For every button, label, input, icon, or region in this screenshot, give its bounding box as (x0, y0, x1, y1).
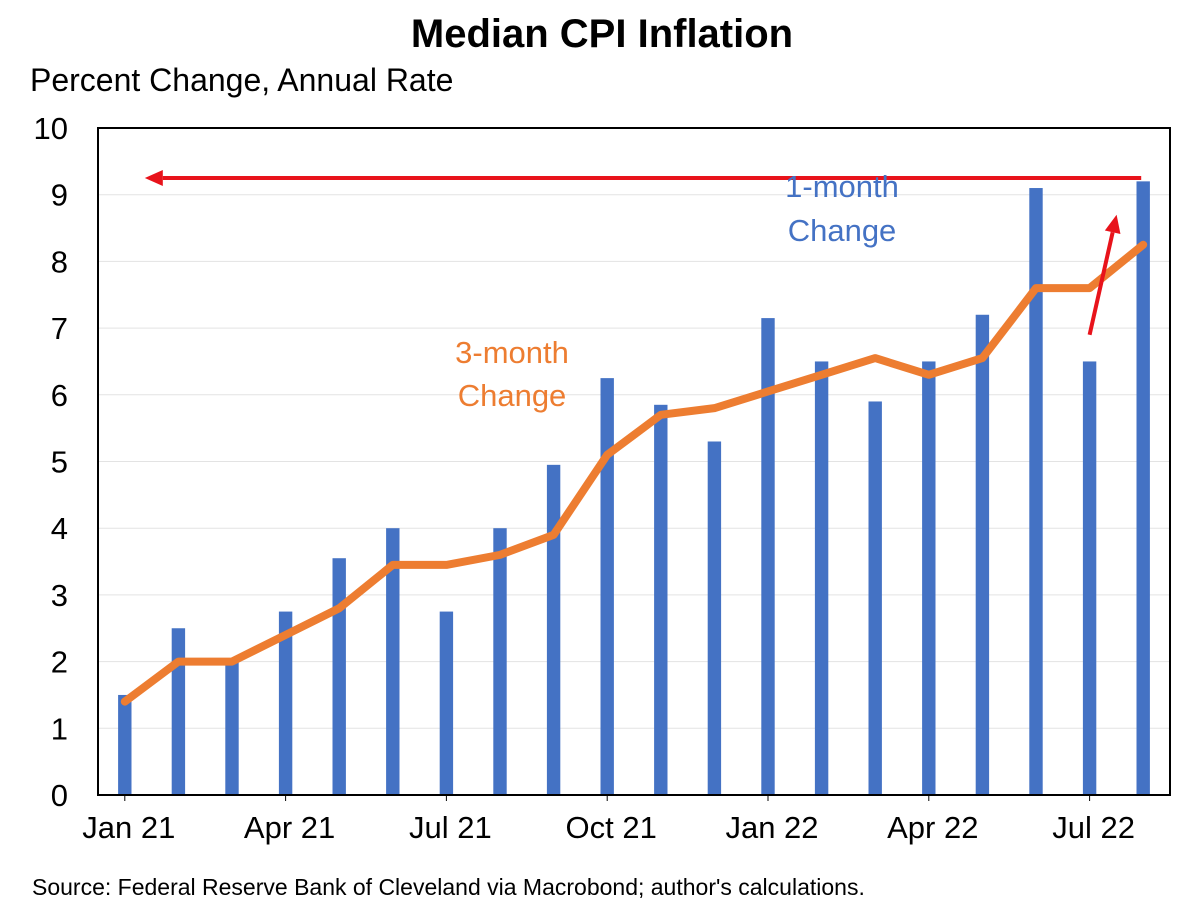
annotation-3-month-label-line2: Change (458, 378, 567, 413)
bar (332, 558, 346, 795)
line-series-3-month (120, 240, 1148, 706)
y-axis-unit-label: Percent Change, Annual Rate (30, 62, 454, 98)
bar (171, 628, 186, 795)
x-tick-label: Jan 22 (725, 810, 818, 845)
x-tick-label: Apr 21 (244, 810, 335, 845)
bar (1029, 188, 1043, 795)
source-note: Source: Federal Reserve Bank of Clevelan… (32, 874, 865, 900)
y-tick-label: 1 (51, 711, 68, 746)
bar (707, 441, 722, 795)
y-tick-label: 5 (51, 445, 68, 480)
y-tick-label: 8 (51, 244, 68, 279)
bar (546, 464, 561, 795)
line-3-month (120, 240, 1148, 706)
y-tick-label: 4 (51, 511, 68, 546)
y-tick-label: 6 (51, 378, 68, 413)
annotation-3-month-label: 3-month (455, 335, 569, 370)
y-tick-label: 7 (51, 311, 68, 346)
bar (922, 361, 936, 795)
x-tick-label: Jul 21 (409, 810, 492, 845)
bar (493, 528, 507, 795)
y-tick-label: 2 (51, 645, 68, 680)
x-tick-label: Oct 21 (566, 810, 657, 845)
x-axis-ticks: Jan 21 Apr 21 Jul 21 Oct 21 Jan 22 Apr 22 Jul … (82, 795, 1135, 845)
bar (975, 314, 990, 795)
x-tick-label: Apr 22 (887, 810, 978, 845)
gridlines (98, 194, 1170, 729)
bar-series-1-month (118, 181, 1150, 796)
arrow-horizontal-head (144, 170, 163, 187)
y-tick-label: 3 (51, 578, 68, 613)
arrow-upturn-head (1104, 214, 1121, 235)
bar (654, 404, 668, 795)
bar (814, 361, 829, 795)
y-tick-label: 9 (51, 178, 68, 213)
x-tick-label: Jul 22 (1052, 810, 1135, 845)
bar (761, 318, 775, 795)
bar (118, 694, 132, 795)
annotation-1-month-label-line2: Change (788, 213, 897, 248)
bar (1082, 361, 1097, 795)
y-tick-label: 10 (34, 111, 68, 146)
bar (1136, 181, 1150, 796)
bar (868, 401, 882, 795)
annotation-arrows (144, 170, 1142, 336)
bar (386, 528, 400, 795)
chart-title: Median CPI Inflation (410, 12, 794, 56)
y-axis-ticks: 0 1 2 3 4 5 6 7 8 9 10 (34, 111, 68, 813)
bar (600, 378, 614, 795)
arrow-upturn (1087, 231, 1115, 336)
y-tick-label: 0 (51, 778, 68, 813)
bar (439, 611, 454, 795)
annotation-1-month-label: 1-month (785, 169, 899, 204)
bar (278, 611, 293, 795)
plot-frame (97, 127, 1171, 796)
x-tick-label: Jan 21 (82, 810, 175, 845)
bar (225, 661, 239, 795)
